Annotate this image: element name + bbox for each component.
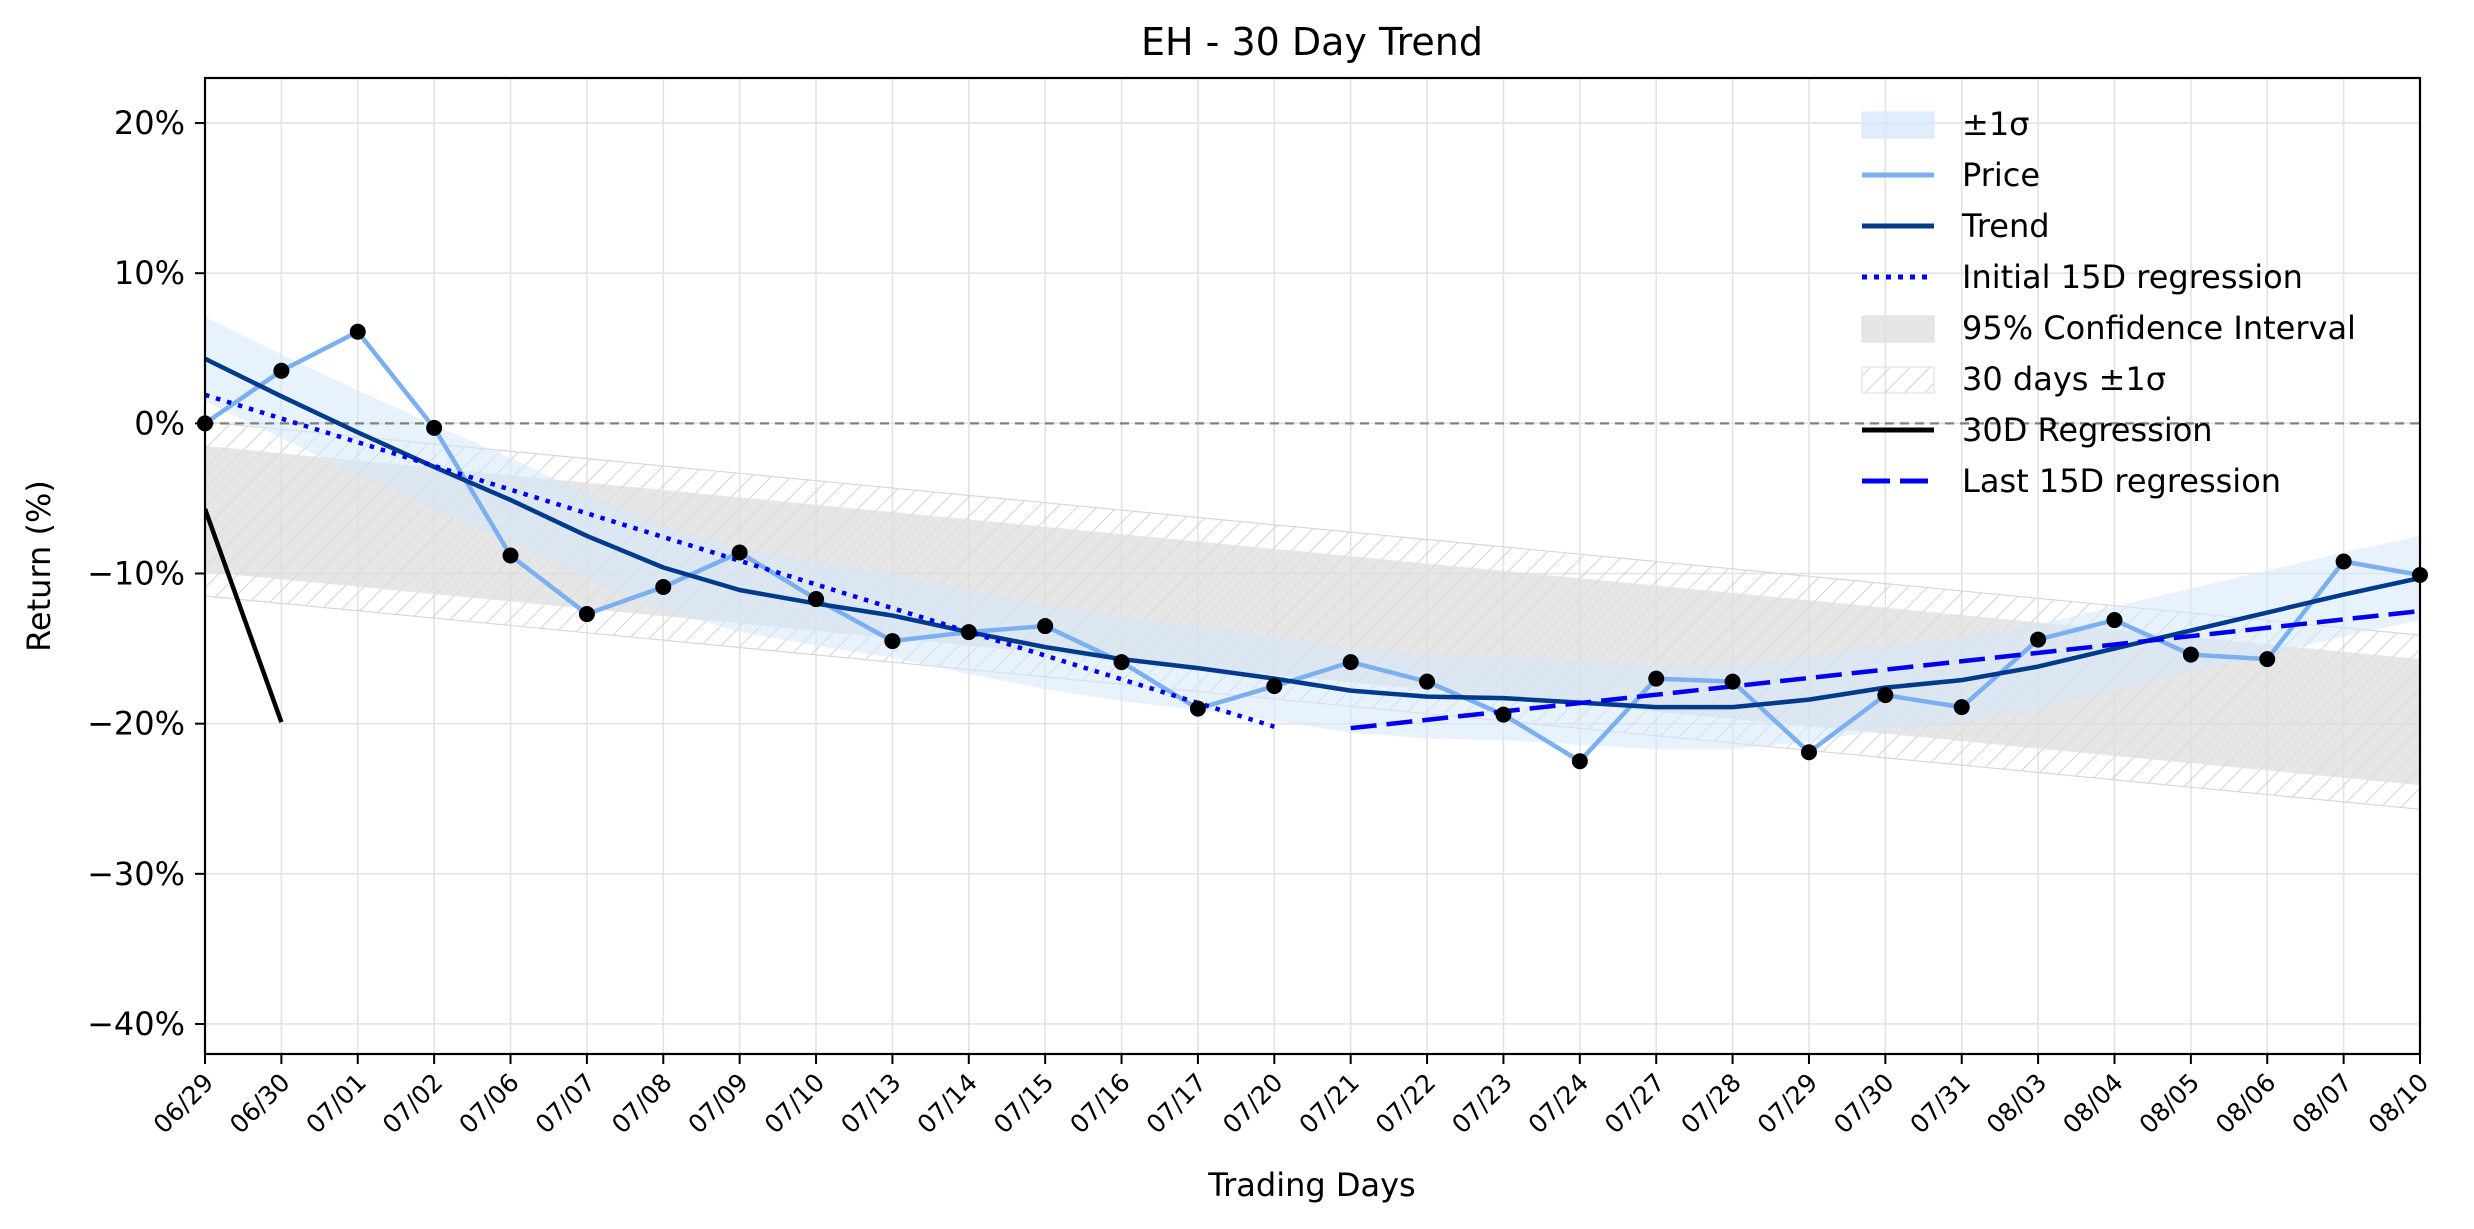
x-tick-label: 07/16 bbox=[1064, 1068, 1135, 1139]
legend-label: 95% Confidence Interval bbox=[1962, 309, 2356, 347]
price-point bbox=[1342, 654, 1359, 671]
y-axis-label: Return (%) bbox=[20, 480, 58, 652]
y-tick-label: 20% bbox=[114, 104, 185, 142]
price-point bbox=[1037, 618, 1054, 635]
y-tick-label: −40% bbox=[87, 1005, 185, 1043]
x-tick-label: 06/30 bbox=[224, 1068, 295, 1139]
x-tick-label: 07/06 bbox=[453, 1068, 524, 1139]
trend-line bbox=[205, 356, 2420, 710]
legend-label: Price bbox=[1962, 156, 2040, 194]
x-tick-label: 07/23 bbox=[1446, 1068, 1517, 1139]
y-tick-label: −30% bbox=[87, 855, 185, 893]
legend: ±1σ Price Trend Initial 15D regression 95% C… bbox=[1861, 105, 2356, 500]
price-point bbox=[808, 591, 825, 608]
x-tick-label: 07/24 bbox=[1523, 1068, 1594, 1139]
y-tick-label: −20% bbox=[87, 705, 185, 743]
x-tick-label: 07/08 bbox=[606, 1068, 677, 1139]
x-tick-label: 08/06 bbox=[2210, 1068, 2281, 1139]
legend-swatch bbox=[1861, 366, 1935, 394]
x-tick-label: 07/14 bbox=[912, 1068, 983, 1139]
price-point bbox=[1571, 753, 1588, 770]
legend-swatch bbox=[1861, 315, 1935, 343]
price-point bbox=[349, 323, 366, 340]
price-point bbox=[1724, 673, 1741, 690]
price-markers bbox=[197, 323, 2428, 770]
x-tick-label: 07/09 bbox=[682, 1068, 753, 1139]
price-point bbox=[1189, 700, 1206, 717]
price-point bbox=[1419, 673, 1436, 690]
price-point bbox=[2335, 553, 2352, 570]
price-point bbox=[578, 606, 595, 623]
price-point bbox=[1113, 654, 1130, 671]
x-tick-label: 07/21 bbox=[1293, 1068, 1364, 1139]
legend-swatch bbox=[1861, 111, 1935, 139]
y-tick-label: −10% bbox=[87, 555, 185, 593]
legend-entry: 30D Regression bbox=[1862, 411, 2213, 449]
legend-entry: Trend bbox=[1862, 207, 2050, 245]
price-point bbox=[502, 547, 519, 564]
x-tick-label: 07/22 bbox=[1370, 1068, 1441, 1139]
x-tick-label: 07/28 bbox=[1675, 1068, 1746, 1139]
legend-label: 30 days ±1σ bbox=[1962, 360, 2166, 398]
price-point bbox=[2259, 651, 2276, 668]
legend-label: 30D Regression bbox=[1962, 411, 2213, 449]
price-point bbox=[960, 624, 977, 641]
x-tick-label: 07/13 bbox=[835, 1068, 906, 1139]
series-lines bbox=[205, 329, 2420, 764]
x-tick-label: 08/03 bbox=[1981, 1068, 2052, 1139]
x-tick-label: 07/29 bbox=[1752, 1068, 1823, 1139]
price-point bbox=[1495, 706, 1512, 723]
x-tick-label: 07/17 bbox=[1141, 1068, 1212, 1139]
x-tick-label: 08/04 bbox=[2057, 1068, 2128, 1139]
price-line bbox=[205, 329, 2420, 764]
legend-entry: 95% Confidence Interval bbox=[1861, 309, 2356, 347]
x-tick-label: 07/02 bbox=[377, 1068, 448, 1139]
price-point bbox=[1877, 687, 1894, 704]
legend-entry: Initial 15D regression bbox=[1862, 258, 2303, 296]
price-point bbox=[426, 419, 443, 436]
x-tick-label: 08/07 bbox=[2286, 1068, 2357, 1139]
plot-frame bbox=[203, 76, 2422, 1056]
x-tick-label: 07/27 bbox=[1599, 1068, 1670, 1139]
legend-label: Initial 15D regression bbox=[1962, 258, 2303, 296]
x-tick-label: 07/31 bbox=[1905, 1068, 1976, 1139]
x-tick-label: 07/01 bbox=[301, 1068, 372, 1139]
price-point bbox=[1800, 744, 1817, 761]
price-point bbox=[1648, 670, 1665, 687]
legend-label: ±1σ bbox=[1962, 105, 2029, 143]
x-tick-label: 08/10 bbox=[2363, 1068, 2434, 1139]
x-tick-label: 07/15 bbox=[988, 1068, 1059, 1139]
price-point bbox=[2030, 631, 2047, 648]
x-axis-ticks: 06/29 06/30 07/01 07/02 07/06 07/07 07/08 07/09… bbox=[148, 1054, 2434, 1139]
thirty-day-regression-line bbox=[205, 508, 284, 723]
x-tick-label: 07/07 bbox=[530, 1068, 601, 1139]
x-tick-label: 08/05 bbox=[2134, 1068, 2205, 1139]
price-point bbox=[273, 362, 290, 379]
price-point bbox=[1266, 678, 1283, 695]
y-tick-label: 10% bbox=[114, 254, 185, 292]
legend-label: Trend bbox=[1961, 207, 2050, 245]
price-point bbox=[1953, 699, 1970, 716]
legend-entry: ±1σ bbox=[1861, 105, 2029, 143]
price-point bbox=[884, 633, 901, 650]
price-point bbox=[2106, 612, 2123, 629]
price-point bbox=[655, 579, 672, 596]
price-point bbox=[731, 544, 748, 561]
price-point bbox=[2182, 646, 2199, 663]
legend-label: Last 15D regression bbox=[1962, 462, 2281, 500]
x-tick-label: 07/20 bbox=[1217, 1068, 1288, 1139]
initial-15d-regression-line bbox=[205, 392, 1275, 729]
legend-entry: 30 days ±1σ bbox=[1861, 360, 2166, 398]
y-tick-label: 0% bbox=[134, 404, 185, 442]
legend-entry: Last 15D regression bbox=[1862, 462, 2281, 500]
x-tick-label: 06/29 bbox=[148, 1068, 219, 1139]
y-axis-ticks: −40% −30% −20% −10% 0% 10% 20% bbox=[87, 104, 205, 1043]
x-axis-label: Trading Days bbox=[1207, 1166, 1415, 1204]
x-tick-label: 07/10 bbox=[759, 1068, 830, 1139]
legend-entry: Price bbox=[1862, 156, 2040, 194]
x-tick-label: 07/30 bbox=[1828, 1068, 1899, 1139]
chart-title: EH - 30 Day Trend bbox=[1141, 20, 1483, 64]
